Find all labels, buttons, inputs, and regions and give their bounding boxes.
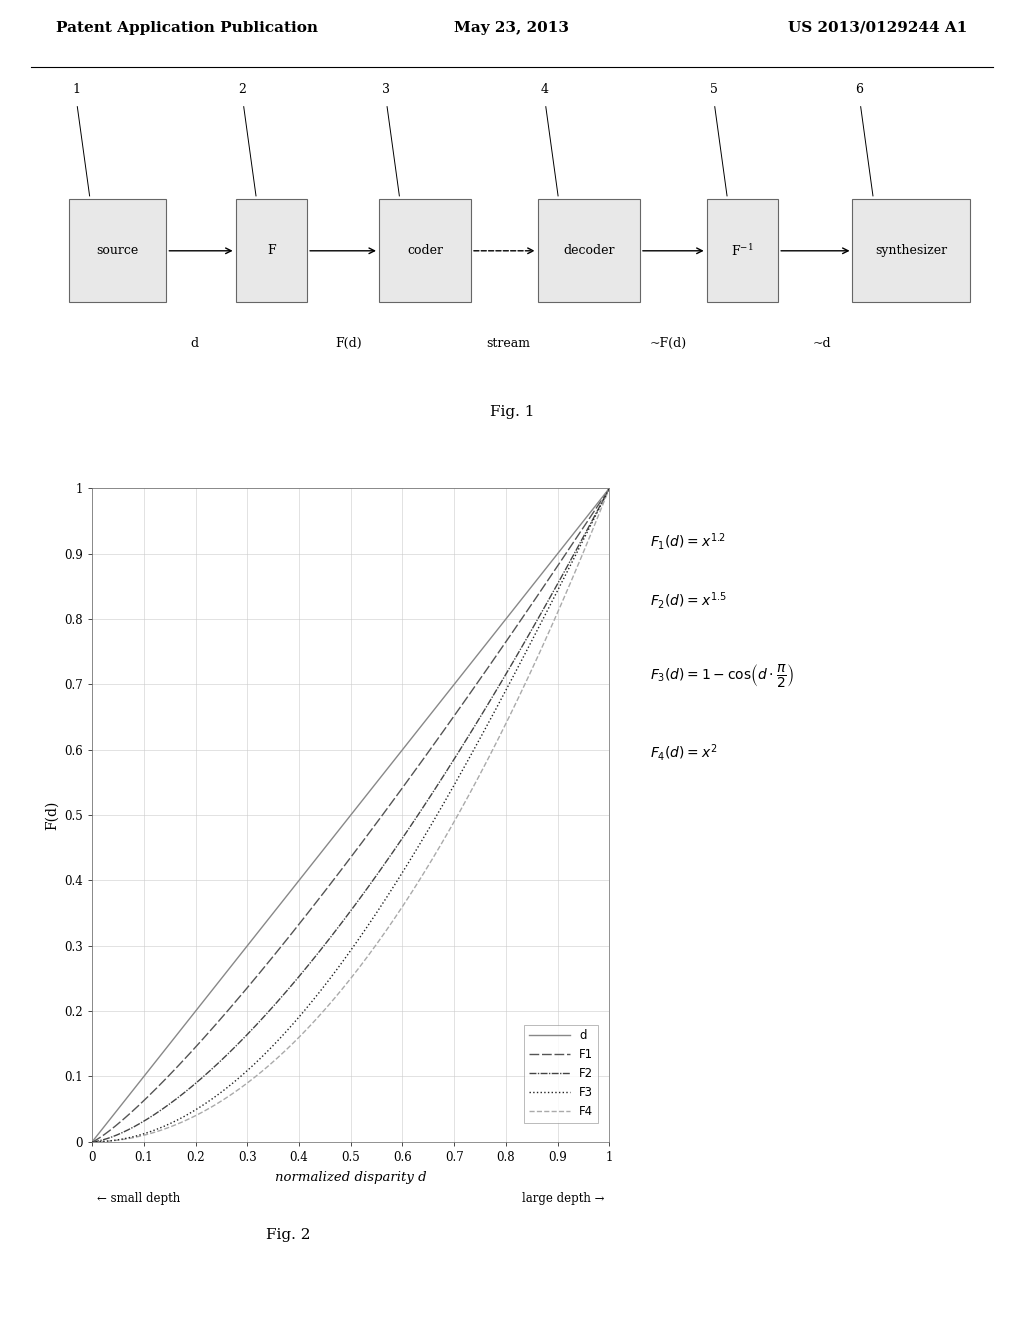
F3 [319,975,332,991]
Text: $F_2(d) = x^{1.5}$: $F_2(d) = x^{1.5}$ [650,590,727,611]
F3 [391,874,403,890]
Text: ~d: ~d [813,337,831,350]
F3 [219,1081,231,1097]
F3 [86,1134,98,1150]
Text: d: d [190,337,199,350]
Text: $F_4(d) = x^2$: $F_4(d) = x^2$ [650,742,718,763]
F3 [431,807,443,822]
Text: US 2013/0129244 A1: US 2013/0129244 A1 [788,21,968,34]
Text: Patent Application Publication: Patent Application Publication [56,21,318,34]
F4 [475,763,487,779]
F4 [319,1001,332,1016]
Line: F4: F4 [92,488,609,1142]
F3 [475,727,487,743]
d [603,480,615,496]
F1 [603,480,615,496]
F4 [603,480,615,496]
Legend: d, F1, F2, F3, F4: d, F1, F2, F3, F4 [524,1024,598,1123]
F1 [319,882,332,898]
Line: F3: F3 [92,488,609,1142]
F4 [391,907,403,923]
F2 [391,838,403,854]
Text: 3: 3 [382,83,390,96]
F4 [177,1113,189,1129]
F1 [391,788,403,804]
Text: $F_1(d) = x^{1.2}$: $F_1(d) = x^{1.2}$ [650,531,726,552]
F2 [475,708,487,723]
Text: 4: 4 [541,83,549,96]
Line: d: d [92,488,609,1142]
Bar [236,199,307,302]
Text: Fig. 2: Fig. 2 [266,1228,311,1242]
F3 [603,480,615,496]
Text: F(d): F(d) [335,337,361,350]
Text: $F_3(d) = 1 - \cos\!\left(d \cdot \dfrac{\pi}{2}\right)$: $F_3(d) = 1 - \cos\!\left(d \cdot \dfrac… [650,663,795,689]
Text: F: F [267,244,275,257]
Text: ← small depth: ← small depth [97,1192,180,1205]
Bar [852,199,971,302]
Text: stream: stream [486,337,529,350]
Line: F1: F1 [92,488,609,1142]
Text: ~F(d): ~F(d) [650,337,687,350]
F4 [86,1134,98,1150]
Text: coder: coder [407,244,443,257]
F4 [431,842,443,858]
Text: 6: 6 [856,83,863,96]
d [391,748,403,764]
F1 [475,669,487,685]
Text: normalized disparity d: normalized disparity d [274,1171,427,1184]
d [177,1018,189,1034]
d [219,966,231,982]
d [431,697,443,713]
Text: $\mathregular{F^{-1}}$: $\mathregular{F^{-1}}$ [731,243,754,259]
F2 [177,1085,189,1101]
d [86,1134,98,1150]
Bar [70,199,166,302]
F4 [219,1090,231,1106]
Text: 2: 2 [239,83,247,96]
Text: synthesizer: synthesizer [876,244,947,257]
Text: 1: 1 [72,83,80,96]
Bar [707,199,778,302]
F3 [177,1109,189,1125]
F1 [219,1006,231,1022]
F2 [86,1134,98,1150]
Text: May 23, 2013: May 23, 2013 [455,21,569,34]
Text: decoder: decoder [563,244,614,257]
d [319,838,332,854]
F2 [319,935,332,950]
Text: 5: 5 [710,83,718,96]
F1 [431,731,443,747]
Bar [379,199,471,302]
Text: Fig. 1: Fig. 1 [489,405,535,418]
F2 [603,480,615,496]
Bar [538,199,640,302]
F1 [177,1052,189,1068]
F2 [431,777,443,793]
d [475,642,487,657]
Text: large depth →: large depth → [521,1192,604,1205]
Text: source: source [96,244,139,257]
F2 [219,1048,231,1064]
Line: F2: F2 [92,488,609,1142]
Y-axis label: F(d): F(d) [45,800,58,830]
F1 [86,1134,98,1150]
